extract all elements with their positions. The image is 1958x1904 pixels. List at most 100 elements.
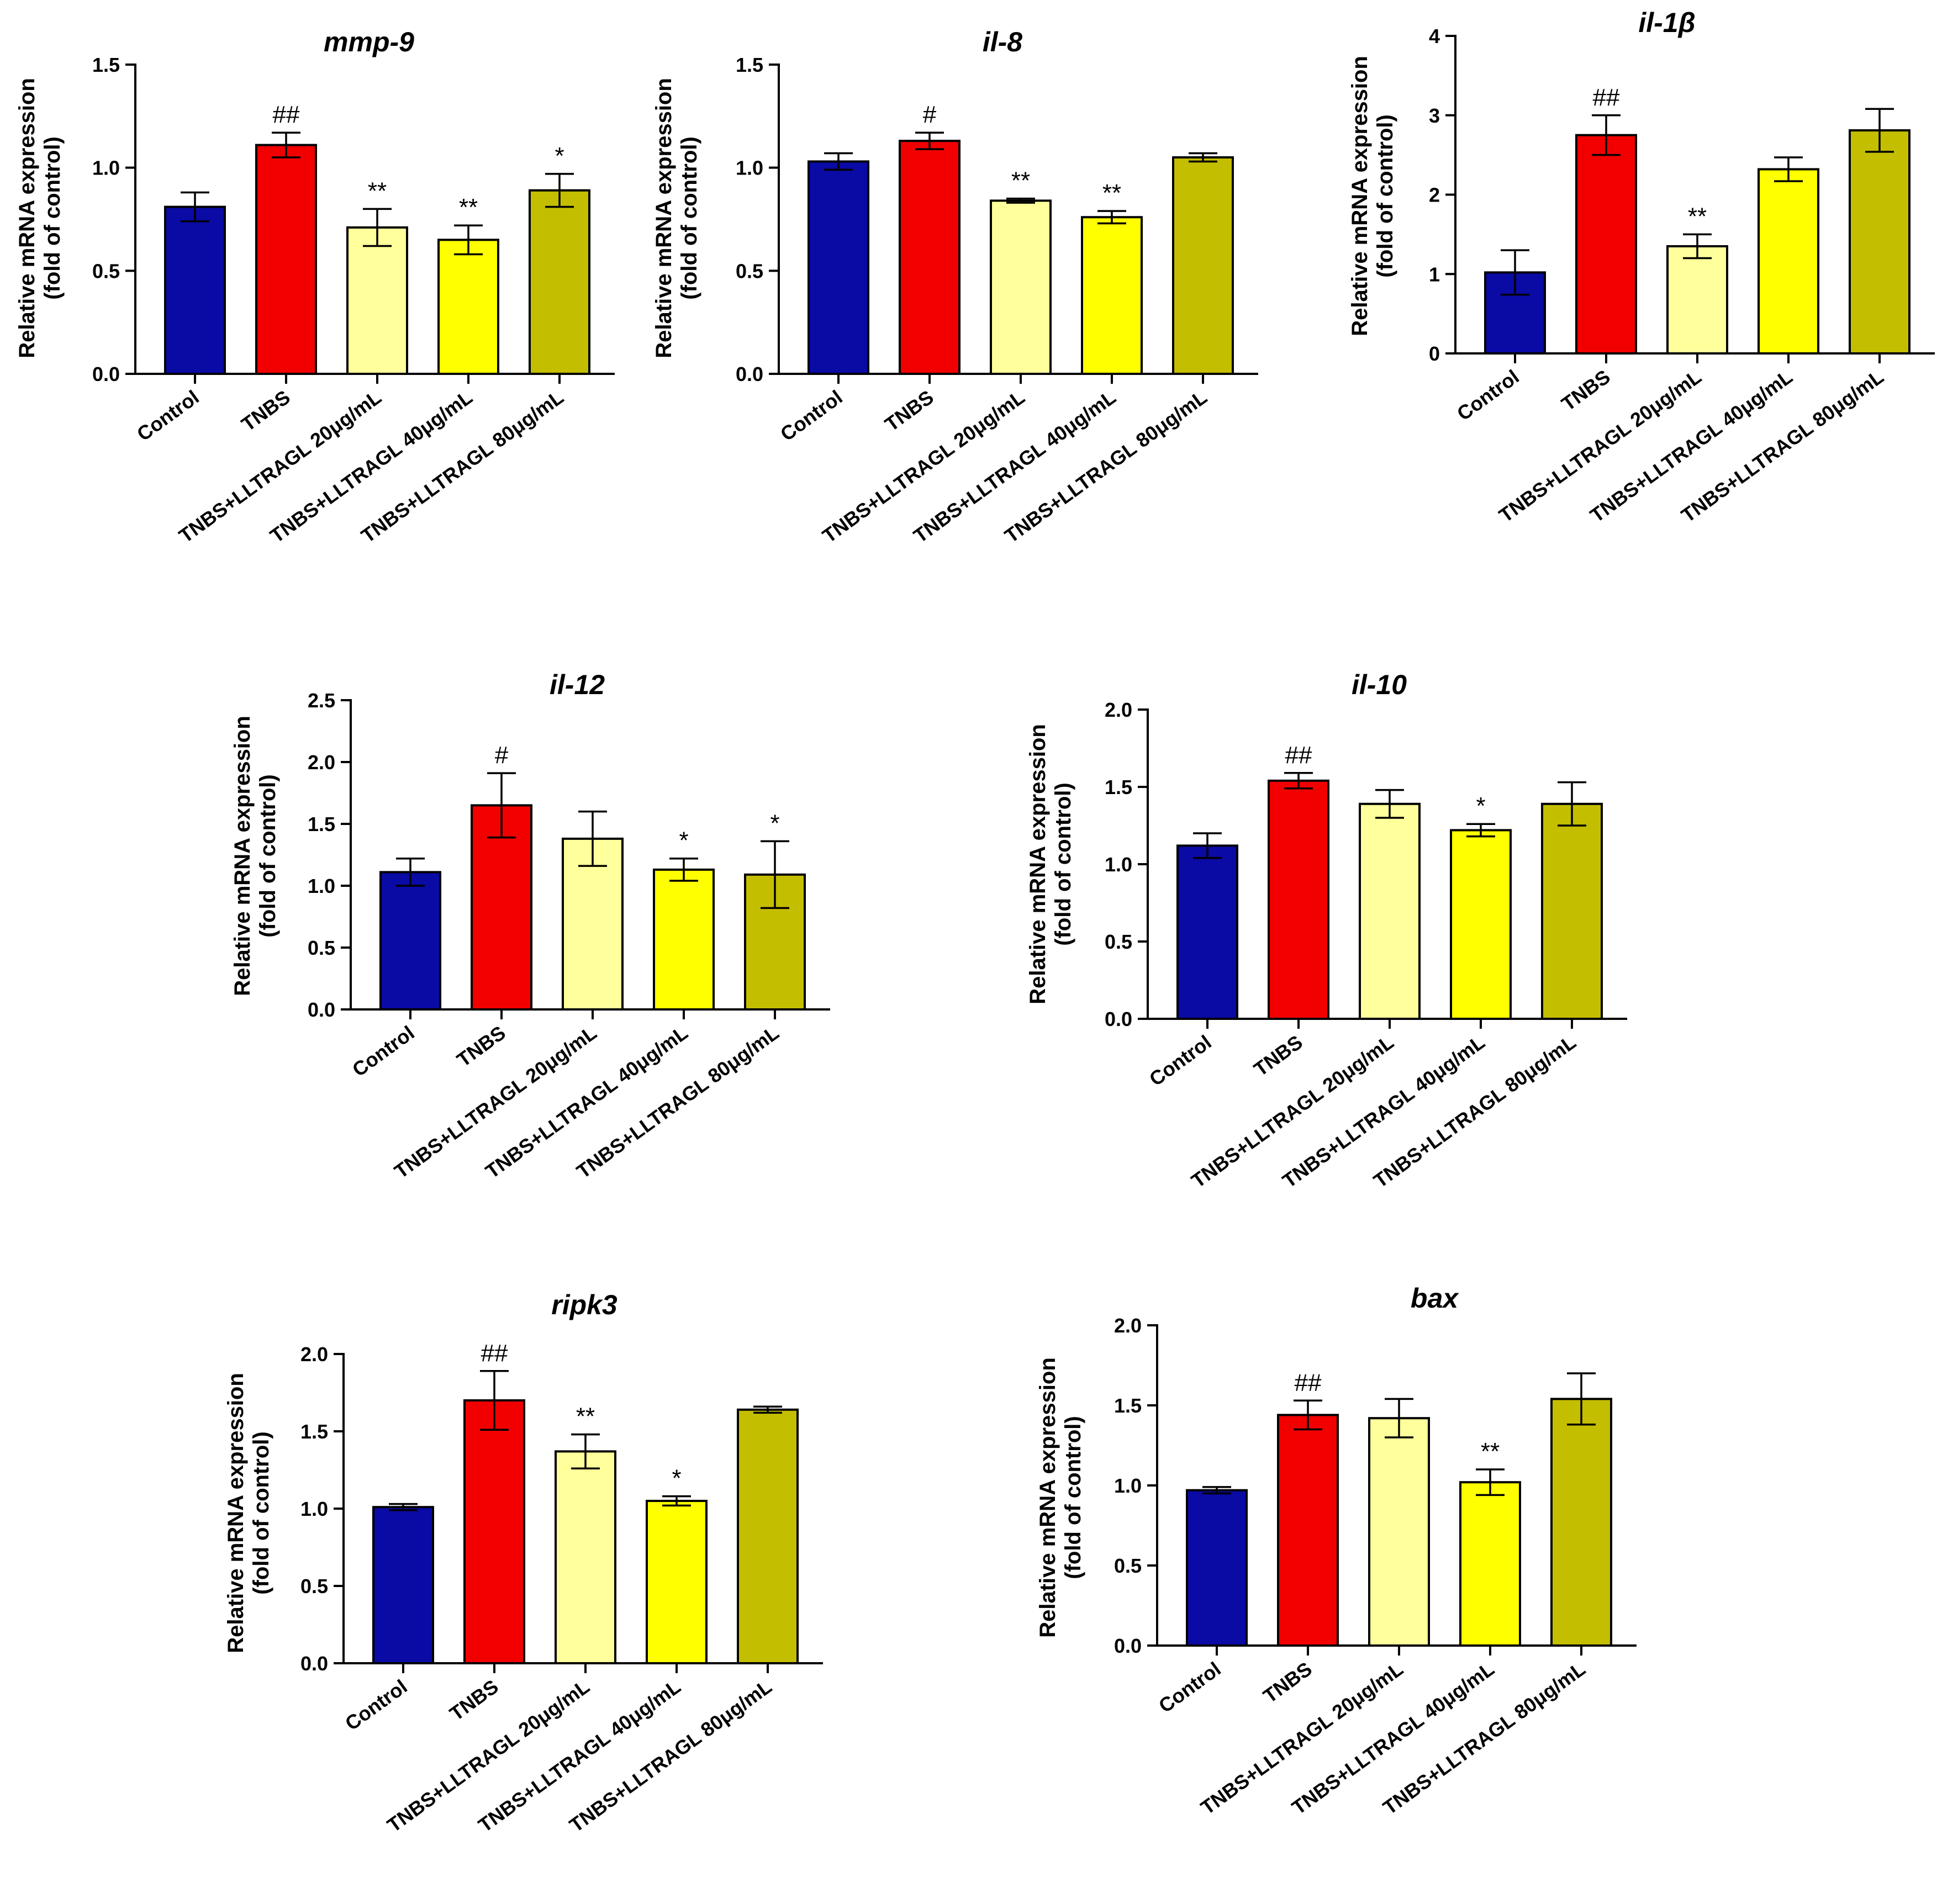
y-tick-label: 1.0	[300, 1498, 328, 1520]
y-axis-label-line1: Relative mRNA expression	[224, 1373, 248, 1653]
y-axis-label-line2: (fold of control)	[249, 1431, 273, 1594]
y-tick-label: 1.0	[736, 157, 763, 179]
bar-0	[808, 160, 869, 375]
y-tick-label: 0	[1429, 342, 1440, 365]
y-axis-label: Relative mRNA expression(fold of control…	[224, 1373, 273, 1653]
x-category-label: Control	[1154, 1657, 1225, 1717]
chart-title: il-1β	[1638, 7, 1695, 38]
y-tick-label: 1.5	[736, 54, 763, 76]
chart-panel-2: il-1β Relative mRNA expression(fold of co…	[1348, 7, 1935, 527]
y-tick-label: 0.5	[308, 937, 335, 959]
bar-4	[737, 1408, 799, 1665]
bar-1	[463, 1399, 525, 1664]
y-tick-label: 3	[1429, 104, 1440, 127]
y-tick-label: 2	[1429, 184, 1440, 207]
significance-marker: *	[1476, 792, 1485, 819]
y-axis-label-line2: (fold of control)	[1373, 114, 1397, 277]
y-tick-label: 2.0	[1105, 699, 1132, 721]
bar-4	[1541, 802, 1603, 1020]
x-category-label: TNBS	[237, 385, 294, 436]
significance-marker: **	[576, 1403, 595, 1430]
significance-marker: ##	[1285, 742, 1312, 769]
y-tick-label: 1.5	[92, 54, 120, 76]
y-axis-label-line1: Relative mRNA expression	[230, 716, 255, 996]
y-tick-label: 0.0	[736, 363, 763, 385]
significance-marker: ##	[1593, 84, 1620, 111]
y-tick-label: 0.0	[92, 363, 120, 385]
y-axis-label: Relative mRNA expression(fold of control…	[230, 716, 280, 996]
bar-1	[899, 140, 960, 375]
y-axis-label: Relative mRNA expression(fold of control…	[652, 78, 701, 358]
bar-0	[1186, 1489, 1248, 1647]
significance-marker: #	[923, 101, 937, 128]
x-category-label: Control	[1453, 365, 1523, 425]
bar-3	[1758, 168, 1819, 355]
y-tick-label: 0.0	[1105, 1008, 1132, 1030]
bar-2	[1359, 802, 1421, 1020]
y-tick-label: 1.0	[92, 157, 120, 179]
bar-3	[653, 868, 715, 1011]
x-category-label: TNBS	[1557, 365, 1614, 415]
y-tick-label: 0.5	[1105, 930, 1132, 953]
bar-2	[990, 199, 1052, 375]
significance-marker: *	[672, 1465, 681, 1492]
chart-title: bax	[1411, 1283, 1459, 1314]
bar-3	[1081, 216, 1143, 375]
y-axis-label-line2: (fold of control)	[256, 774, 280, 937]
bar-1	[1268, 779, 1329, 1020]
bar-4	[1550, 1398, 1612, 1647]
y-tick-label: 2.0	[308, 751, 335, 774]
bar-4	[529, 189, 590, 375]
bar-2	[1666, 245, 1728, 355]
y-tick-label: 1.0	[308, 875, 335, 897]
y-axis-label-line1: Relative mRNA expression	[1026, 724, 1050, 1004]
significance-marker: **	[459, 194, 478, 221]
x-category-label: TNBS	[445, 1675, 502, 1725]
bar-1	[1277, 1414, 1339, 1647]
chart-panel-6: bax Relative mRNA expression(fold of cont…	[1036, 1283, 1637, 1819]
y-tick-label: 1.0	[1105, 853, 1132, 876]
y-tick-label: 0.5	[300, 1575, 328, 1598]
chart-panel-5: ripk3 Relative mRNA expression(fold of co…	[224, 1289, 823, 1837]
x-category-label: Control	[341, 1675, 411, 1734]
bar-4	[1172, 156, 1234, 375]
bar-2	[346, 226, 408, 375]
bar-2	[562, 837, 624, 1011]
bar-2	[555, 1450, 616, 1664]
significance-marker: **	[1011, 167, 1030, 194]
significance-marker: *	[555, 142, 564, 170]
x-category-label: TNBS	[452, 1021, 509, 1071]
y-axis-label: Relative mRNA expression(fold of control…	[1348, 56, 1397, 336]
y-axis-label-line1: Relative mRNA expression	[652, 78, 676, 358]
y-tick-label: 4	[1429, 25, 1440, 47]
significance-marker: **	[368, 177, 387, 204]
bar-3	[1450, 829, 1512, 1020]
y-axis-label-line1: Relative mRNA expression	[15, 78, 39, 358]
y-axis-label: Relative mRNA expression(fold of control…	[1036, 1357, 1085, 1638]
significance-marker: ##	[273, 101, 300, 128]
significance-marker: ##	[1295, 1369, 1322, 1396]
x-category-label: Control	[1145, 1030, 1216, 1090]
y-tick-label: 1.5	[300, 1420, 328, 1443]
y-tick-label: 0.0	[1114, 1635, 1142, 1657]
chart-title: mmp-9	[324, 27, 414, 57]
significance-marker: *	[770, 810, 779, 837]
chart-panel-3: il-12 Relative mRNA expression(fold of co…	[230, 669, 830, 1183]
bar-3	[1459, 1481, 1521, 1647]
x-category-label: TNBS	[1249, 1030, 1306, 1081]
chart-panel-0: mmp-9 Relative mRNA expression(fold of co…	[15, 27, 615, 547]
y-axis-label: Relative mRNA expression(fold of control…	[15, 78, 65, 358]
x-category-label: Control	[348, 1021, 419, 1081]
x-category-label: Control	[133, 385, 203, 445]
y-tick-label: 0.5	[92, 260, 120, 282]
significance-marker: #	[495, 742, 509, 769]
bar-2	[1368, 1417, 1430, 1647]
significance-marker: *	[679, 827, 688, 854]
bar-4	[1849, 129, 1910, 355]
bar-3	[646, 1500, 708, 1664]
significance-marker: **	[1688, 203, 1707, 230]
y-axis-label-line2: (fold of control)	[40, 136, 65, 299]
y-tick-label: 0.5	[736, 260, 763, 282]
bar-0	[372, 1506, 434, 1664]
